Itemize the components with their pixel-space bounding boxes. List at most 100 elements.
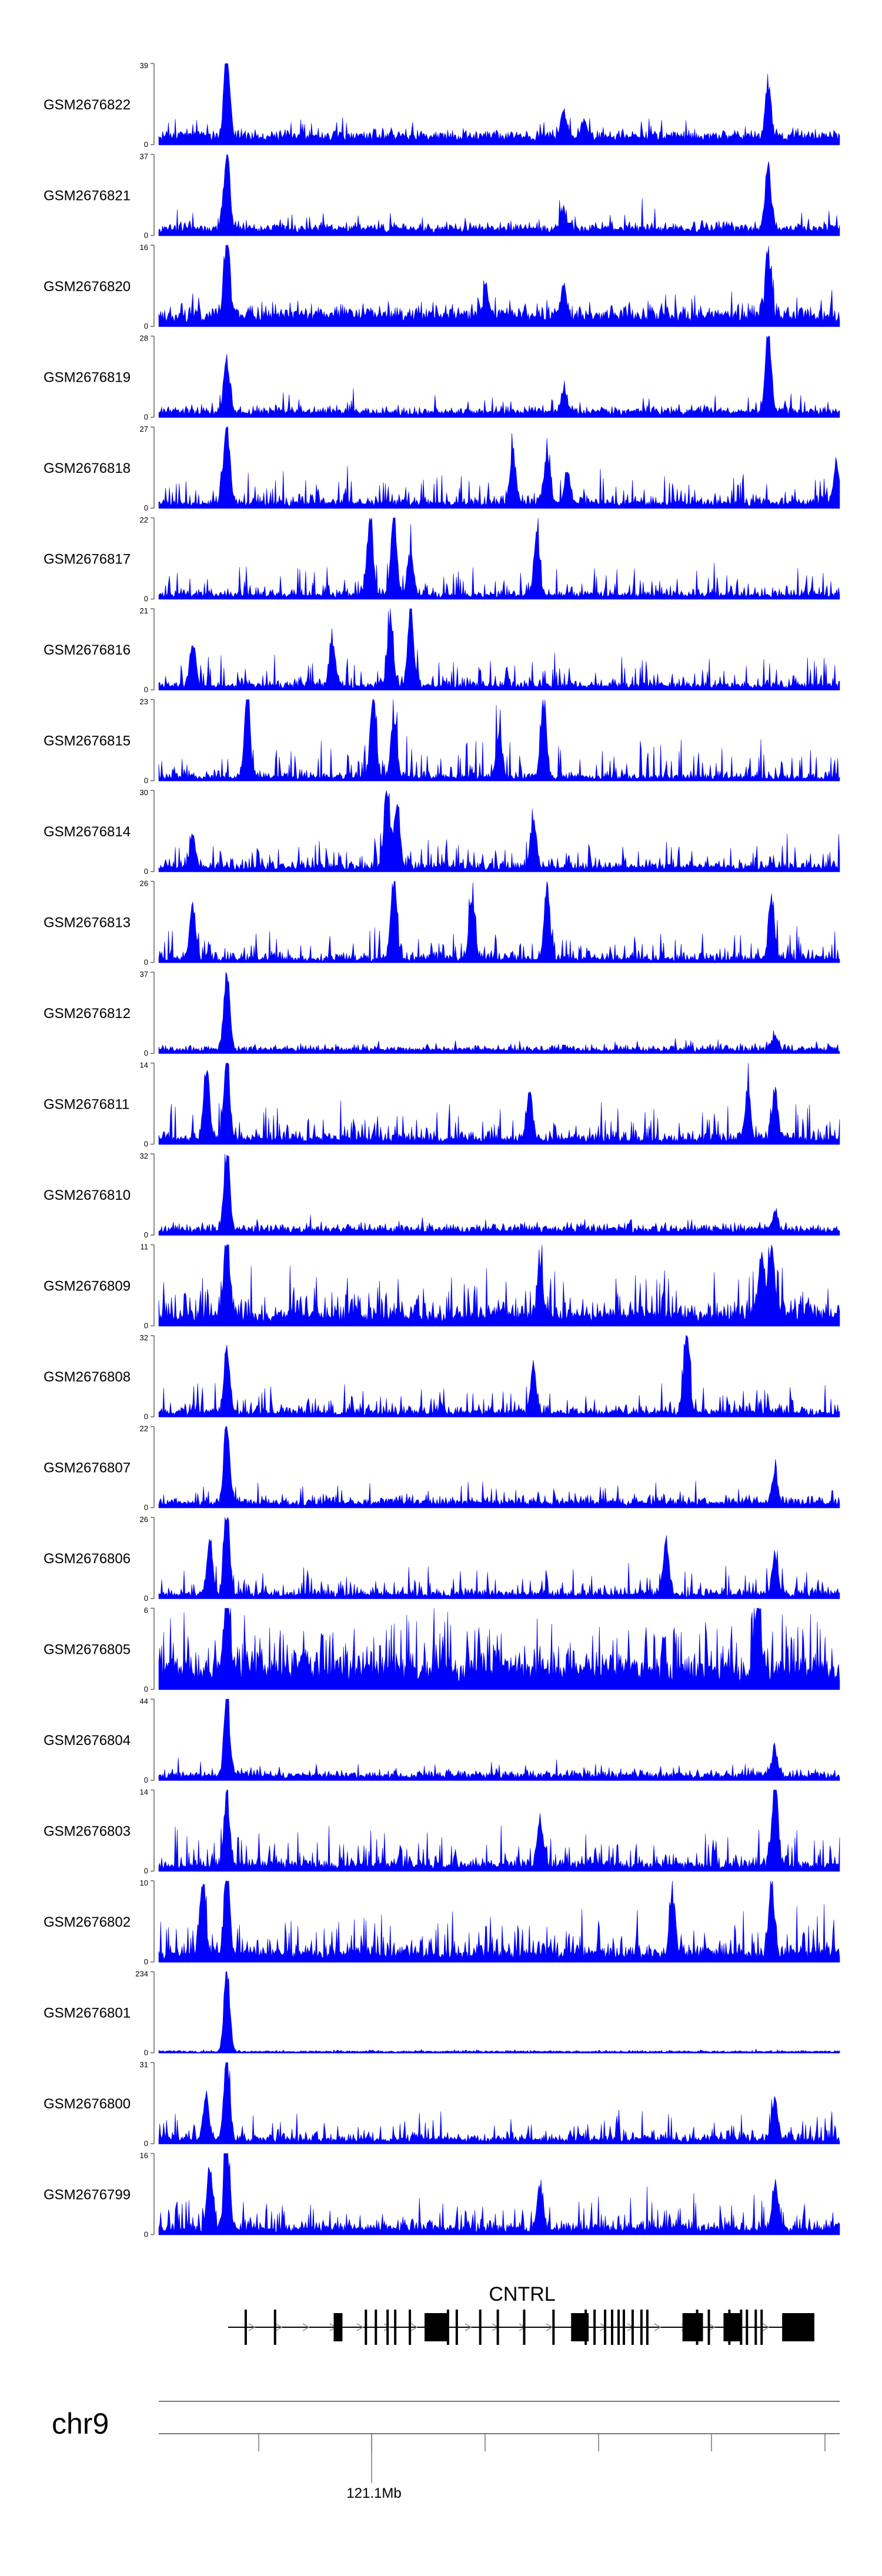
axis-tick-label: 121.1Mb: [346, 2485, 401, 2501]
track-label: GSM2676818: [44, 461, 131, 476]
gene-exon-block: [682, 2313, 703, 2341]
coverage-area: [158, 518, 840, 599]
track-ymin-label: 0: [144, 1957, 148, 1966]
coverage-area: [158, 63, 840, 145]
track-GSM2676808: GSM2676808 32 0: [44, 1333, 840, 1421]
track-GSM2676800: GSM2676800 31 0: [44, 2060, 840, 2148]
track-label: GSM2676810: [44, 1187, 131, 1203]
track-label: GSM2676817: [44, 552, 131, 568]
strand-arrow-icon: [302, 2323, 310, 2331]
track-ymax-label: 30: [140, 788, 148, 797]
gene-exon: [479, 2310, 482, 2345]
track-label: GSM2676806: [44, 1551, 131, 1567]
track-label: GSM2676804: [44, 1733, 131, 1749]
gene-exon-block: [571, 2313, 589, 2341]
gene-exon-block: [333, 2313, 343, 2341]
gene-exon: [746, 2310, 749, 2345]
track-ymax-label: 23: [140, 698, 148, 706]
track-ymin-label: 0: [144, 322, 148, 331]
coverage-area: [158, 1335, 840, 1417]
track-label: GSM2676814: [44, 824, 131, 840]
gene-exon: [640, 2310, 643, 2345]
coverage-area: [158, 1244, 840, 1326]
strand-arrow-icon: [275, 2323, 283, 2331]
track-GSM2676802: GSM2676802 10 0: [44, 1878, 840, 1966]
track-GSM2676818: GSM2676818 27 0: [44, 425, 840, 512]
strand-arrow-icon: [465, 2323, 472, 2331]
strand-arrow-icon: [762, 2323, 770, 2331]
track-ymax-label: 26: [140, 879, 148, 888]
track-ymin-label: 0: [144, 1322, 148, 1330]
track-ymin-label: 0: [144, 1049, 148, 1057]
coverage-tracks: GSM2676822390GSM2676821370GSM2676820160G…: [44, 61, 840, 2239]
strand-arrow-icon: [708, 2323, 716, 2331]
track-GSM2676811: GSM2676811 14 0: [44, 1061, 840, 1149]
track-GSM2676805: GSM2676805 6 0: [44, 1606, 840, 1694]
gene-exon: [273, 2310, 276, 2345]
coverage-area: [158, 426, 840, 509]
track-ymax-label: 10: [140, 1878, 148, 1887]
track-label: GSM2676802: [44, 1914, 131, 1930]
track-ymin-label: 0: [144, 1685, 148, 1694]
track-ymin-label: 0: [144, 413, 148, 422]
chromosome-label: chr9: [52, 2407, 109, 2440]
track-ymin-label: 0: [144, 1230, 148, 1239]
track-GSM2676820: GSM2676820 16 0: [44, 243, 840, 331]
track-label: GSM2676805: [44, 1642, 131, 1658]
track-ymax-label: 31: [140, 2060, 148, 2069]
gene-exon: [365, 2310, 368, 2345]
track-ymin-label: 0: [144, 503, 148, 512]
track-label: GSM2676803: [44, 1824, 131, 1840]
gene-exon-block: [782, 2313, 814, 2341]
strand-arrow-icon: [356, 2323, 364, 2331]
gene-exon: [394, 2310, 397, 2345]
track-label: GSM2676819: [44, 370, 131, 386]
track-GSM2676803: GSM2676803 14 0: [44, 1788, 840, 1876]
track-ymin-label: 0: [144, 2230, 148, 2239]
gene-exon: [754, 2310, 757, 2345]
coverage-area: [158, 2062, 840, 2144]
coverage-area: [158, 1880, 840, 1963]
track-label: GSM2676809: [44, 1279, 131, 1294]
track-ymin-label: 0: [144, 958, 148, 967]
gene-exon: [646, 2310, 649, 2345]
track-ymax-label: 16: [140, 2151, 148, 2160]
track-GSM2676815: GSM2676815 23 0: [44, 698, 840, 785]
strand-arrow-icon: [383, 2323, 391, 2331]
track-ymax-label: 32: [140, 1152, 148, 1160]
track-GSM2676799: GSM2676799 16 0: [44, 2151, 840, 2239]
coverage-area: [158, 1790, 840, 1871]
gene-exon: [760, 2310, 763, 2345]
gene-exon: [622, 2310, 625, 2345]
coverage-area: [158, 336, 840, 418]
gene-name-label: CNTRL: [489, 2283, 555, 2305]
gene-exon-block: [424, 2313, 448, 2341]
track-GSM2676807: GSM2676807 22 0: [44, 1424, 840, 1512]
track-GSM2676813: GSM2676813 26 0: [44, 879, 840, 967]
gene-model-track: CNTRL: [228, 2283, 814, 2345]
track-ymin-label: 0: [144, 231, 148, 240]
coverage-area: [158, 1063, 840, 1144]
track-ymax-label: 26: [140, 1515, 148, 1524]
gene-exon: [523, 2310, 526, 2345]
track-ymin-label: 0: [144, 1140, 148, 1149]
coverage-area: [158, 245, 840, 327]
track-label: GSM2676816: [44, 642, 131, 658]
track-label: GSM2676807: [44, 1460, 131, 1476]
track-GSM2676816: GSM2676816 21 0: [44, 606, 840, 694]
track-GSM2676801: GSM2676801 234 0: [44, 1970, 840, 2057]
gene-exon: [593, 2310, 596, 2345]
track-GSM2676819: GSM2676819 28 0: [44, 334, 840, 422]
track-ymax-label: 27: [140, 425, 148, 433]
track-GSM2676806: GSM2676806 26 0: [44, 1515, 840, 1603]
track-ymax-label: 16: [140, 243, 148, 252]
gene-exon-block: [723, 2313, 741, 2341]
track-label: GSM2676820: [44, 279, 131, 295]
track-ymax-label: 37: [140, 152, 148, 161]
chromosome-axis: chr9 121.1Mb: [52, 2401, 840, 2501]
strand-arrow-icon: [654, 2323, 662, 2331]
gene-exon: [617, 2310, 620, 2345]
track-GSM2676822: GSM2676822 39 0: [44, 61, 840, 149]
gene-exon: [604, 2310, 607, 2345]
track-GSM2676810: GSM2676810 32 0: [44, 1152, 840, 1239]
